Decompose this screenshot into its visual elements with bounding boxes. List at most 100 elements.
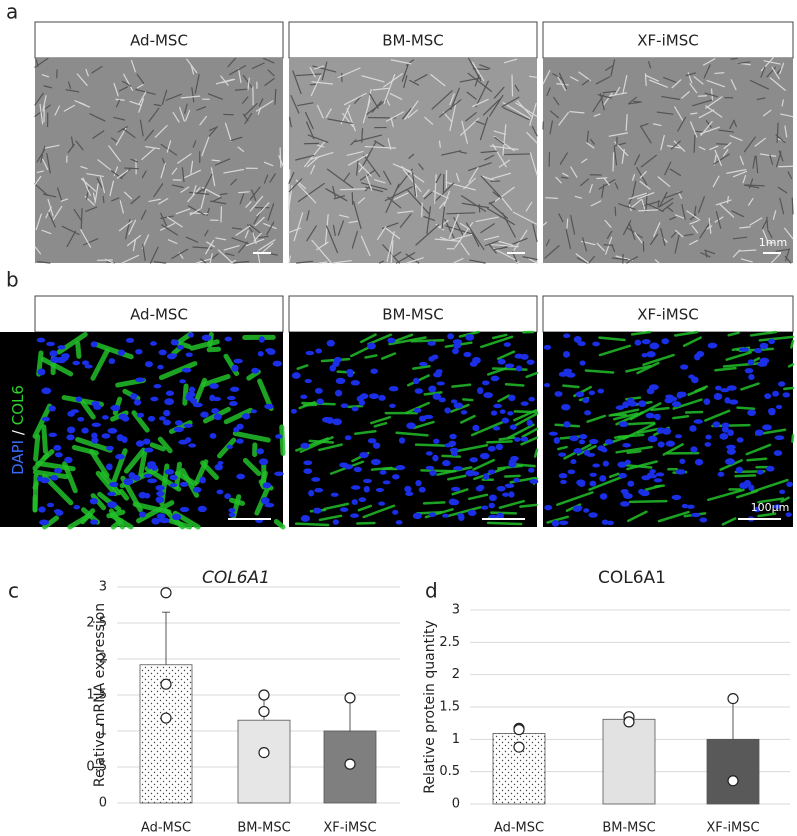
cell	[737, 61, 751, 65]
cell	[203, 173, 213, 192]
cell	[693, 76, 704, 85]
fiber	[498, 499, 525, 509]
cell	[149, 246, 159, 264]
nucleus	[164, 398, 175, 406]
cell	[752, 156, 756, 169]
nucleus	[472, 356, 481, 364]
fiber	[490, 511, 518, 515]
nucleus	[428, 385, 437, 393]
nucleus	[782, 392, 791, 398]
cell	[136, 73, 145, 84]
data-point	[513, 741, 525, 753]
cell	[256, 202, 270, 217]
cell	[743, 184, 765, 187]
cell	[194, 73, 200, 94]
cell	[258, 98, 264, 107]
panel-label: b	[6, 268, 19, 292]
micrograph	[288, 57, 538, 264]
nucleus	[704, 442, 712, 447]
cell	[502, 124, 507, 156]
nucleus	[192, 402, 203, 408]
cell	[108, 145, 121, 162]
cell	[580, 178, 590, 187]
cell	[484, 240, 500, 247]
nucleus	[606, 520, 614, 526]
nucleus	[558, 371, 568, 377]
cell	[348, 220, 359, 224]
data-point	[160, 712, 172, 724]
cell	[769, 154, 774, 165]
nucleus	[144, 447, 154, 453]
nucleus	[727, 429, 734, 437]
fiber	[704, 409, 731, 422]
nucleus	[526, 419, 533, 427]
nucleus	[41, 387, 52, 395]
fiber	[423, 391, 443, 396]
cell	[645, 192, 648, 213]
nucleus	[188, 443, 197, 448]
nucleus	[665, 440, 675, 447]
y-tick-label: 0	[452, 797, 460, 812]
cell	[141, 170, 147, 179]
fiber	[364, 354, 378, 359]
cell	[749, 79, 770, 90]
nucleus	[495, 443, 504, 451]
cell	[160, 212, 169, 229]
cell	[292, 70, 302, 95]
fiber	[496, 350, 516, 360]
nucleus	[171, 513, 182, 521]
cell	[325, 188, 348, 202]
fiber	[507, 423, 535, 439]
cell	[732, 236, 748, 240]
cell	[652, 123, 662, 127]
cell	[379, 260, 384, 264]
nucleus	[748, 373, 755, 380]
nucleus	[136, 412, 145, 418]
y-tick-label: 1.5	[86, 688, 107, 703]
nucleus	[447, 333, 455, 340]
cell	[656, 111, 674, 115]
fiber	[598, 344, 632, 357]
cell	[82, 177, 91, 197]
fiber	[357, 504, 372, 512]
nucleus	[153, 384, 162, 389]
nucleus	[109, 481, 119, 488]
cell	[36, 170, 44, 174]
panel-header: BM-MSC	[382, 32, 444, 50]
nucleus	[333, 356, 342, 363]
cell	[709, 145, 719, 151]
nucleus	[156, 490, 165, 497]
fiber	[562, 384, 580, 389]
nucleus	[291, 372, 301, 379]
cell	[593, 113, 601, 117]
cell	[640, 123, 649, 127]
nucleus	[747, 409, 757, 416]
cell	[514, 84, 520, 92]
cell	[113, 116, 126, 121]
cell	[756, 97, 766, 101]
nucleus	[224, 493, 231, 500]
cell	[479, 117, 489, 141]
nucleus	[50, 475, 59, 481]
cell	[387, 196, 402, 209]
cell	[663, 191, 683, 199]
nucleus	[597, 388, 605, 394]
nucleus	[226, 444, 233, 450]
cell	[657, 200, 660, 208]
cell	[494, 136, 505, 145]
nucleus	[453, 466, 463, 471]
y-tick-label: 0	[99, 796, 107, 811]
nucleus	[185, 352, 193, 357]
cell	[279, 147, 282, 168]
cell	[85, 206, 98, 212]
nucleus	[589, 480, 597, 487]
fiber	[118, 488, 130, 501]
cell	[247, 77, 250, 91]
nucleus	[648, 384, 659, 391]
cell	[614, 86, 621, 96]
fiber	[395, 431, 429, 437]
nucleus	[554, 391, 563, 397]
data-point	[344, 692, 356, 704]
cell	[595, 76, 611, 85]
nucleus	[627, 480, 635, 487]
